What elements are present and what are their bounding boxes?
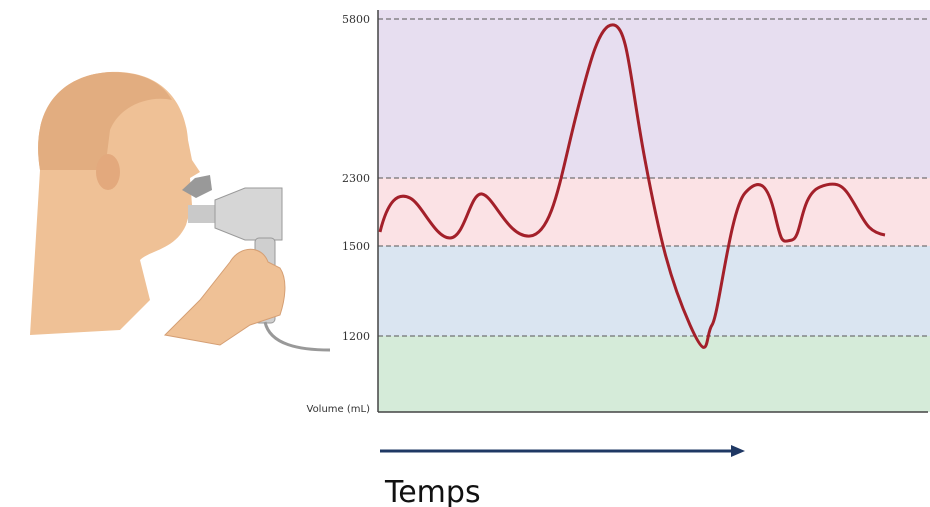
mouthpiece xyxy=(188,205,218,223)
level-label: 1200 xyxy=(342,330,370,343)
person-illustration xyxy=(30,72,330,350)
time-label: Temps xyxy=(384,475,481,507)
level-label: 5800 xyxy=(342,13,370,26)
band xyxy=(378,10,930,178)
page: 5800 2300 1500 1200 Volume (mL) Temps ((… xyxy=(0,0,930,507)
ear xyxy=(96,154,120,190)
level-label: 2300 xyxy=(342,172,370,185)
band xyxy=(378,246,930,336)
band xyxy=(378,336,930,412)
level-label: 1500 xyxy=(342,240,370,253)
arrow-head xyxy=(731,445,745,457)
cable xyxy=(265,322,330,350)
axis-label: Volume (mL) xyxy=(307,404,371,415)
spirometer xyxy=(215,188,282,240)
diagram: 5800 2300 1500 1200 Volume (mL) Temps xyxy=(0,0,930,507)
